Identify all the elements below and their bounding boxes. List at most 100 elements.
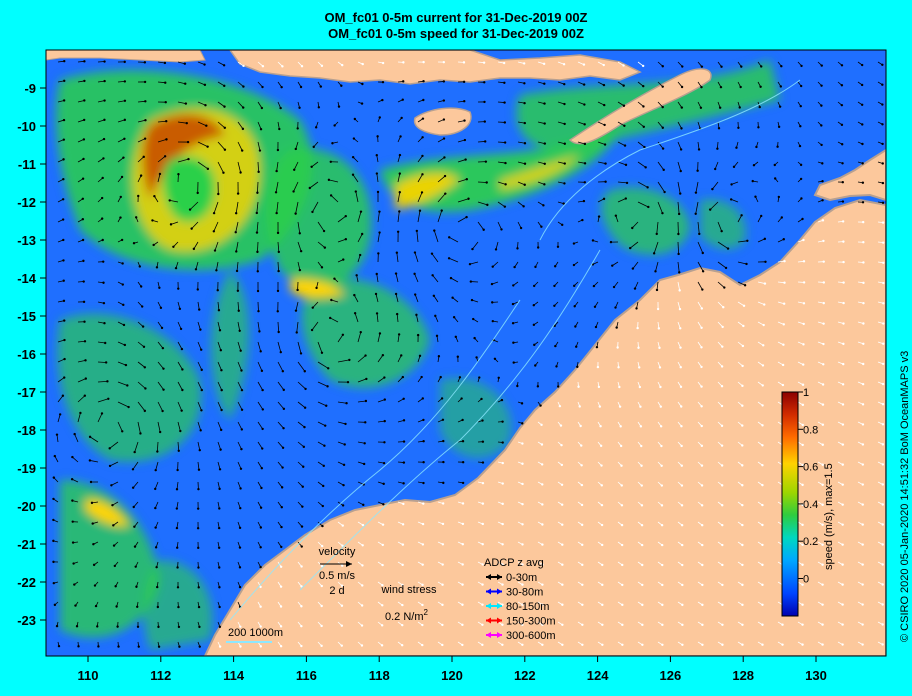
- current-arrow-head: [483, 81, 486, 84]
- current-arrow-head: [114, 585, 117, 588]
- current-arrow-head: [511, 322, 515, 325]
- current-arrow-head: [77, 645, 80, 648]
- current-arrow: [717, 241, 729, 249]
- current-arrow-head: [821, 219, 825, 222]
- colorbar-tick-label: 1: [803, 387, 809, 399]
- current-arrow-head: [719, 85, 723, 89]
- current-arrow-head: [103, 322, 106, 325]
- current-arrow-head: [560, 483, 564, 486]
- current-arrow-head: [239, 467, 243, 470]
- current-arrow: [77, 359, 86, 363]
- current-arrow-head: [126, 384, 129, 387]
- current-arrow-head: [442, 137, 446, 140]
- current-arrow-head: [62, 238, 65, 242]
- current-arrow: [157, 81, 166, 84]
- current-arrow-head: [512, 284, 515, 287]
- current-arrow-head: [383, 419, 386, 423]
- current-arrow-head: [640, 464, 643, 467]
- current-arrow-head: [658, 366, 662, 369]
- current-arrow-head: [696, 169, 699, 172]
- current-arrow-head: [90, 501, 94, 505]
- current-arrow: [235, 201, 239, 214]
- current-arrow-head: [362, 503, 365, 507]
- current-arrow-head: [113, 564, 117, 568]
- current-arrow-head: [541, 583, 544, 586]
- current-arrow-head: [103, 341, 107, 345]
- current-arrow-head: [642, 105, 645, 108]
- current-arrow: [437, 193, 446, 203]
- current-arrow-head: [842, 322, 845, 325]
- current-arrow: [134, 441, 139, 453]
- current-arrow-head: [240, 428, 244, 431]
- current-arrow-head: [773, 177, 777, 180]
- current-arrow-head: [860, 63, 864, 67]
- current-arrow: [193, 241, 199, 250]
- current-arrow-head: [629, 246, 632, 250]
- current-arrow-head: [680, 504, 684, 507]
- speed-field: [56, 60, 780, 650]
- current-arrow-head: [293, 168, 296, 171]
- current-arrow-head: [501, 441, 504, 444]
- current-arrow-head: [329, 194, 333, 197]
- current-arrow: [157, 421, 161, 433]
- current-arrow-head: [462, 80, 466, 84]
- current-arrow-head: [657, 327, 661, 330]
- current-arrow-head: [382, 482, 385, 486]
- current-arrow-head: [175, 526, 179, 530]
- current-arrow-head: [581, 218, 584, 222]
- current-arrow-head: [381, 98, 384, 102]
- current-arrow: [357, 400, 366, 403]
- current-arrow-head: [442, 118, 446, 121]
- current-arrow: [89, 460, 99, 463]
- current-arrow-head: [861, 201, 865, 204]
- current-arrow-head: [276, 310, 279, 313]
- current-arrow-head: [72, 562, 75, 565]
- current-arrow-head: [840, 84, 844, 87]
- current-arrow: [213, 221, 219, 232]
- current-arrow-head: [881, 162, 884, 165]
- current-arrow-head: [53, 603, 57, 607]
- current-arrow-head: [820, 143, 823, 147]
- current-arrow-head: [716, 147, 719, 150]
- current-arrow-head: [721, 543, 724, 547]
- current-arrow-head: [861, 603, 864, 606]
- current-arrow-head: [534, 265, 537, 269]
- current-arrow-head: [622, 84, 625, 87]
- current-arrow-head: [742, 324, 745, 328]
- current-arrow-head: [761, 583, 764, 587]
- current-arrow-head: [497, 376, 500, 379]
- current-arrow-head: [137, 645, 140, 648]
- current-arrow-head: [722, 306, 725, 309]
- current-arrow-head: [662, 168, 665, 172]
- current-arrow-head: [196, 526, 200, 530]
- current-arrow-head: [259, 526, 263, 529]
- current-arrow-head: [661, 643, 664, 646]
- current-arrow-head: [541, 623, 544, 626]
- current-arrow-head: [302, 445, 306, 449]
- current-arrow-head: [561, 523, 564, 526]
- current-arrow: [653, 241, 659, 254]
- current-arrow-head: [380, 644, 384, 647]
- current-arrow-head: [200, 368, 203, 372]
- current-arrow-head: [619, 444, 623, 448]
- current-arrow-head: [278, 127, 281, 131]
- x-tick-label: 126: [660, 668, 682, 683]
- adcp-item-label: 30-80m: [506, 587, 543, 599]
- current-arrow-head: [603, 143, 607, 146]
- current-arrow-head: [341, 544, 344, 547]
- current-arrow-head: [176, 586, 180, 589]
- current-arrow: [97, 341, 106, 344]
- current-arrow-head: [172, 245, 175, 249]
- current-arrow-head: [223, 126, 227, 129]
- current-arrow-head: [759, 85, 762, 88]
- current-arrow-head: [131, 486, 135, 489]
- current-arrow-head: [361, 564, 364, 567]
- current-arrow-head: [342, 483, 345, 487]
- current-arrow-head: [415, 313, 418, 317]
- y-tick-label: -15: [17, 309, 36, 324]
- current-arrow-head: [801, 543, 804, 546]
- current-arrow-head: [681, 643, 684, 646]
- current-arrow-head: [661, 147, 665, 150]
- current-arrow-head: [741, 523, 744, 527]
- current-arrow: [154, 481, 159, 490]
